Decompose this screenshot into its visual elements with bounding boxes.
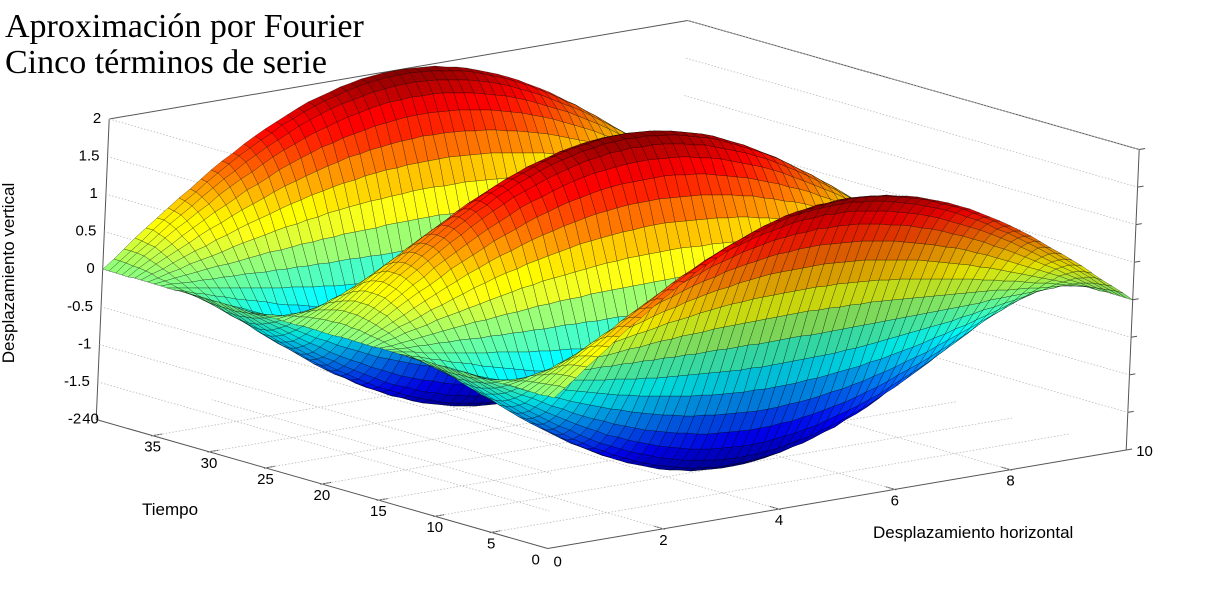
svg-text:6: 6 bbox=[891, 492, 899, 509]
svg-text:-0.5: -0.5 bbox=[67, 298, 93, 315]
svg-text:1: 1 bbox=[90, 185, 98, 202]
svg-text:Desplazamiento vertical: Desplazamiento vertical bbox=[0, 183, 18, 363]
svg-text:25: 25 bbox=[257, 471, 274, 488]
svg-text:Tiempo: Tiempo bbox=[142, 500, 198, 519]
svg-text:0: 0 bbox=[86, 260, 94, 277]
svg-text:2: 2 bbox=[93, 110, 101, 127]
svg-text:15: 15 bbox=[370, 503, 387, 520]
svg-text:-1.5: -1.5 bbox=[64, 373, 90, 390]
svg-text:-2: -2 bbox=[68, 411, 81, 428]
svg-text:-1: -1 bbox=[78, 335, 91, 352]
svg-text:Cinco términos de serie: Cinco términos de serie bbox=[5, 44, 327, 81]
svg-text:30: 30 bbox=[201, 455, 218, 472]
svg-text:10: 10 bbox=[1136, 443, 1153, 460]
svg-text:40: 40 bbox=[82, 411, 99, 428]
svg-text:1.5: 1.5 bbox=[79, 148, 100, 165]
svg-text:35: 35 bbox=[144, 439, 161, 456]
svg-text:20: 20 bbox=[314, 487, 331, 504]
svg-text:2: 2 bbox=[659, 532, 667, 549]
svg-text:Desplazamiento horizontal: Desplazamiento horizontal bbox=[873, 523, 1073, 542]
svg-text:10: 10 bbox=[426, 519, 443, 536]
svg-text:0: 0 bbox=[554, 554, 562, 571]
svg-text:8: 8 bbox=[1006, 473, 1014, 490]
svg-text:5: 5 bbox=[487, 535, 495, 552]
svg-text:0.5: 0.5 bbox=[75, 223, 96, 240]
svg-text:0: 0 bbox=[532, 552, 540, 569]
svg-text:4: 4 bbox=[775, 512, 783, 529]
svg-text:Aproximación por Fourier: Aproximación por Fourier bbox=[5, 8, 364, 45]
